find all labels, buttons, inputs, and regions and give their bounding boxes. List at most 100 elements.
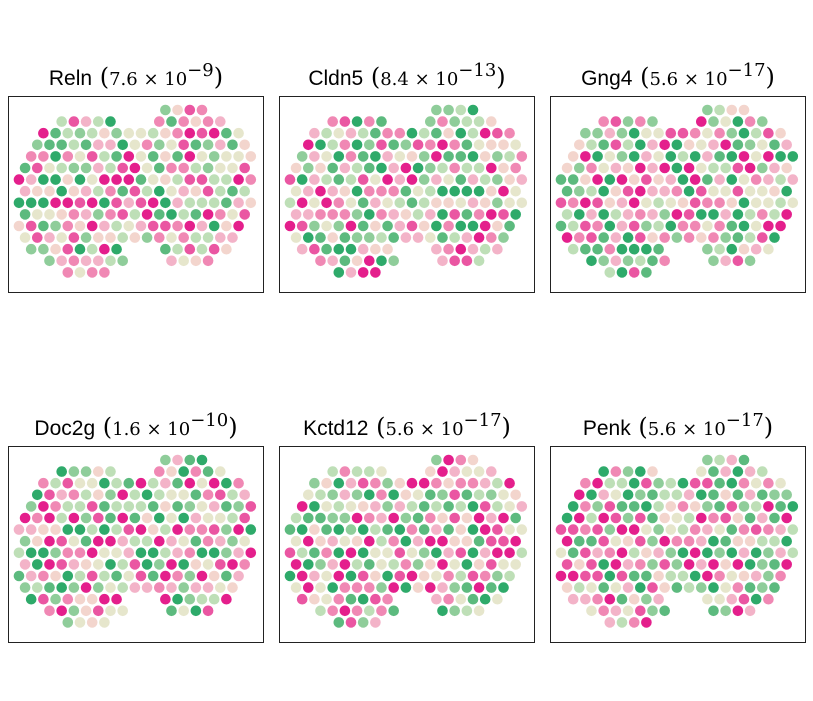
spot bbox=[166, 116, 177, 127]
spot bbox=[473, 255, 485, 267]
spot bbox=[406, 524, 418, 535]
spot bbox=[744, 605, 756, 617]
pvalue-mantissa: 5.6 bbox=[647, 419, 677, 440]
spot bbox=[702, 477, 713, 489]
spot bbox=[702, 501, 713, 512]
spot bbox=[227, 559, 238, 570]
spot bbox=[239, 512, 250, 524]
spot bbox=[141, 489, 153, 501]
spot bbox=[598, 116, 609, 127]
spot bbox=[461, 232, 473, 243]
spot bbox=[744, 209, 756, 220]
spot bbox=[479, 127, 491, 139]
spot bbox=[708, 535, 719, 547]
spot bbox=[738, 197, 750, 209]
spot bbox=[622, 489, 634, 501]
spot bbox=[370, 127, 381, 139]
spot bbox=[111, 593, 122, 605]
spot bbox=[738, 477, 750, 489]
spot bbox=[738, 127, 750, 139]
spot bbox=[376, 209, 387, 220]
spot bbox=[412, 559, 424, 570]
panel-cldn5: Cldn5 (8.4 × 10−13) bbox=[279, 60, 535, 293]
spot bbox=[586, 185, 597, 197]
spot bbox=[714, 570, 725, 582]
spot bbox=[166, 605, 177, 617]
spot bbox=[215, 162, 226, 174]
pvalue-exponent: −17 bbox=[463, 410, 502, 431]
spot bbox=[160, 243, 171, 255]
spot bbox=[68, 605, 80, 617]
spot bbox=[400, 559, 412, 570]
spot bbox=[345, 243, 357, 255]
spot bbox=[412, 209, 424, 220]
spot bbox=[492, 243, 503, 255]
spot bbox=[93, 582, 104, 593]
spot bbox=[196, 220, 208, 232]
spot bbox=[172, 524, 183, 535]
spot bbox=[744, 489, 756, 501]
spot bbox=[315, 139, 326, 151]
spot bbox=[418, 570, 430, 582]
spot bbox=[38, 127, 49, 139]
spot bbox=[769, 139, 780, 151]
spot bbox=[370, 477, 381, 489]
spot bbox=[93, 232, 104, 243]
spot bbox=[622, 232, 634, 243]
spot bbox=[592, 593, 603, 605]
spot bbox=[245, 547, 257, 559]
spot bbox=[284, 570, 296, 582]
spot bbox=[473, 489, 485, 501]
spot bbox=[580, 593, 591, 605]
spot bbox=[38, 151, 49, 162]
spot bbox=[303, 232, 314, 243]
spot bbox=[345, 570, 357, 582]
spot bbox=[303, 582, 314, 593]
spot bbox=[351, 209, 363, 220]
spot bbox=[431, 197, 442, 209]
spot-plot bbox=[284, 454, 528, 628]
spot bbox=[486, 535, 497, 547]
spot bbox=[382, 547, 393, 559]
panel-kctd12: Kctd12 (5.6 × 10−17) bbox=[279, 410, 535, 643]
spot bbox=[333, 197, 345, 209]
spot bbox=[708, 185, 719, 197]
spot bbox=[473, 232, 485, 243]
spot bbox=[702, 220, 713, 232]
spot bbox=[50, 174, 61, 185]
spot bbox=[677, 174, 689, 185]
spot bbox=[327, 512, 338, 524]
spot bbox=[580, 127, 591, 139]
spot bbox=[400, 162, 412, 174]
spot bbox=[154, 162, 165, 174]
spot bbox=[598, 512, 609, 524]
spot bbox=[202, 605, 214, 617]
spot bbox=[738, 501, 750, 512]
spot bbox=[50, 570, 61, 582]
spot bbox=[744, 255, 756, 267]
spot bbox=[574, 209, 585, 220]
spot bbox=[641, 570, 652, 582]
spot bbox=[437, 582, 448, 593]
spot bbox=[787, 524, 799, 535]
spot bbox=[25, 151, 37, 162]
open-paren: ( bbox=[95, 413, 113, 441]
spot bbox=[202, 162, 214, 174]
spot bbox=[720, 559, 731, 570]
spot bbox=[683, 489, 695, 501]
spot bbox=[190, 139, 202, 151]
spot bbox=[62, 477, 74, 489]
spot bbox=[449, 512, 460, 524]
spot bbox=[461, 466, 473, 477]
spot bbox=[160, 547, 171, 559]
spot bbox=[351, 162, 363, 174]
spot bbox=[689, 524, 701, 535]
spot bbox=[147, 524, 159, 535]
spot bbox=[147, 127, 159, 139]
spot bbox=[184, 151, 196, 162]
spot bbox=[425, 232, 436, 243]
spot bbox=[208, 501, 220, 512]
spot bbox=[123, 570, 135, 582]
spot bbox=[598, 605, 609, 617]
spot bbox=[437, 559, 448, 570]
